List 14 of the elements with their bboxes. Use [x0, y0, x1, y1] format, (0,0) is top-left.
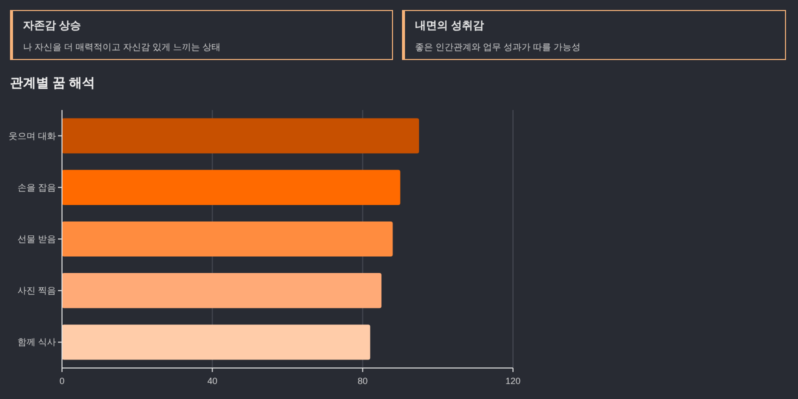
y-tick-label: 함께 식사: [17, 337, 56, 348]
chart-title: 관계별 꿈 해석: [10, 74, 96, 92]
text: 좋은 인간관계와 업무 성과가 따를 가능성: [415, 41, 582, 54]
x-tick-label: 120: [505, 376, 521, 386]
text: 내면의 성취감: [415, 19, 486, 33]
y-tick-label: 선물 받음: [17, 234, 56, 244]
y-tick-label: 손을 잡음: [17, 182, 56, 192]
text: 나 자신을 더 매력적이고 자신감 있게 느끼는 상태: [23, 41, 222, 54]
x-tick-label: 0: [59, 376, 65, 386]
x-tick-label: 80: [358, 376, 368, 386]
y-tick-label: 웃으며 대화: [8, 130, 56, 141]
y-tick-label: 사진 찍음: [17, 286, 56, 296]
text: 자존감 상승: [23, 19, 82, 33]
x-tick-label: 40: [207, 376, 218, 386]
